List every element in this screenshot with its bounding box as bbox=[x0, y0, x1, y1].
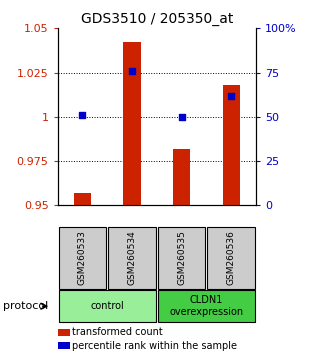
Bar bbox=[74, 193, 91, 205]
Text: CLDN1
overexpression: CLDN1 overexpression bbox=[169, 295, 244, 317]
Text: GSM260535: GSM260535 bbox=[177, 230, 186, 285]
Point bbox=[228, 93, 234, 98]
Title: GDS3510 / 205350_at: GDS3510 / 205350_at bbox=[81, 12, 233, 26]
Bar bbox=[123, 42, 141, 205]
Text: GSM260534: GSM260534 bbox=[127, 230, 137, 285]
Bar bbox=[173, 149, 190, 205]
Text: GSM260533: GSM260533 bbox=[78, 230, 87, 285]
Text: control: control bbox=[90, 301, 124, 311]
Text: GSM260536: GSM260536 bbox=[227, 230, 236, 285]
Point bbox=[80, 112, 85, 118]
Text: protocol: protocol bbox=[3, 301, 48, 311]
Point bbox=[129, 68, 135, 74]
Point bbox=[179, 114, 184, 120]
Text: transformed count: transformed count bbox=[72, 327, 163, 337]
Text: percentile rank within the sample: percentile rank within the sample bbox=[72, 341, 237, 350]
Bar bbox=[222, 85, 240, 205]
